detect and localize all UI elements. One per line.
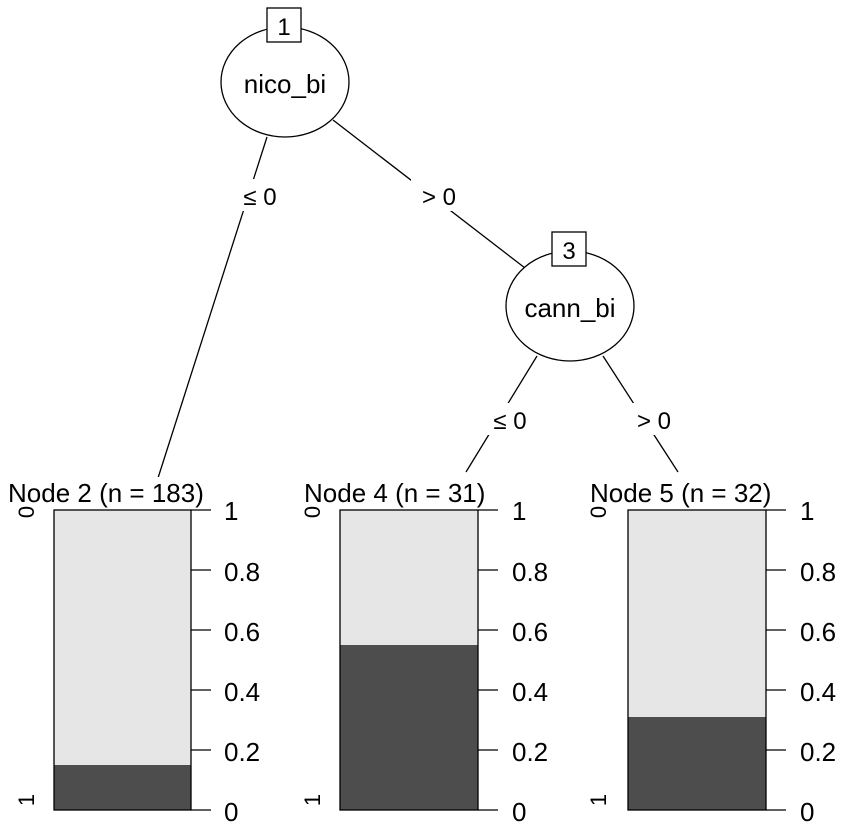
tick-label: 0 bbox=[224, 797, 238, 827]
terminal-node-title: Node 4 (n = 31) bbox=[304, 478, 485, 508]
class-label-0: 0 bbox=[586, 506, 611, 518]
tick-label: 0.2 bbox=[224, 737, 260, 767]
terminal-node-5: Node 5 (n = 32) 0 1 1 0.8 0.6 0.4 0.2 0 bbox=[586, 477, 836, 827]
node-id-box bbox=[551, 231, 587, 267]
bar-frame bbox=[339, 509, 479, 811]
edge-label-3-5: > 0 bbox=[637, 408, 671, 435]
tick-label: 0.4 bbox=[224, 677, 260, 707]
node-variable-label: cann_bi bbox=[524, 293, 615, 323]
tick-label: 0.4 bbox=[512, 677, 548, 707]
bar-frame bbox=[627, 509, 767, 811]
tick-label: 1 bbox=[512, 496, 526, 526]
terminal-node-2: Node 2 (n = 183) 0 1 1 0.8 0.6 0.4 0.2 0 bbox=[6, 477, 260, 827]
edge-label-1-2: ≤ 0 bbox=[243, 184, 276, 211]
class-label-0: 0 bbox=[300, 506, 325, 518]
tick-label: 0.4 bbox=[800, 677, 836, 707]
terminal-node-4: Node 4 (n = 31) 0 1 1 0.8 0.6 0.4 0.2 0 bbox=[300, 477, 548, 827]
inner-node-1: nico_bi 1 bbox=[220, 7, 350, 138]
tick-label: 0.8 bbox=[512, 557, 548, 587]
bar-segment-class-0 bbox=[54, 510, 191, 810]
node-id-label: 1 bbox=[277, 14, 290, 41]
tick-label: 0.2 bbox=[800, 737, 836, 767]
class-label-0: 0 bbox=[14, 506, 39, 518]
class-label-1: 1 bbox=[14, 794, 39, 806]
class-label-1: 1 bbox=[586, 794, 611, 806]
y-axis: 1 0.8 0.6 0.4 0.2 0 bbox=[191, 496, 260, 827]
tick-label: 0.8 bbox=[800, 557, 836, 587]
bar-segment-class-1 bbox=[54, 765, 191, 810]
node-id-label: 3 bbox=[562, 238, 575, 265]
edge-label-3-4: ≤ 0 bbox=[493, 408, 526, 435]
tick-label: 0.6 bbox=[512, 617, 548, 647]
terminal-node-title: Node 5 (n = 32) bbox=[590, 478, 771, 508]
bar-frame bbox=[53, 509, 192, 811]
tick-label: 0 bbox=[512, 797, 526, 827]
bar-segment-class-1 bbox=[340, 645, 478, 810]
tick-label: 0.2 bbox=[512, 737, 548, 767]
inner-node-3: cann_bi 3 bbox=[505, 231, 635, 362]
y-axis: 1 0.8 0.6 0.4 0.2 0 bbox=[766, 496, 836, 827]
tick-label: 0.8 bbox=[224, 557, 260, 587]
tick-label: 0.6 bbox=[224, 617, 260, 647]
tick-label: 1 bbox=[800, 496, 814, 526]
edge-label-1-3: > 0 bbox=[422, 184, 456, 211]
node-variable-label: nico_bi bbox=[244, 69, 326, 99]
tick-label: 0.6 bbox=[800, 617, 836, 647]
terminal-node-title: Node 2 (n = 183) bbox=[8, 478, 204, 508]
y-axis: 1 0.8 0.6 0.4 0.2 0 bbox=[478, 496, 548, 827]
edge-labels: ≤ 0 > 0 ≤ 0 > 0 bbox=[232, 179, 682, 435]
bar-segment-class-1 bbox=[628, 717, 766, 810]
class-label-1: 1 bbox=[300, 794, 325, 806]
tick-label: 1 bbox=[224, 496, 238, 526]
node-id-box bbox=[266, 7, 302, 43]
tick-label: 0 bbox=[800, 797, 814, 827]
